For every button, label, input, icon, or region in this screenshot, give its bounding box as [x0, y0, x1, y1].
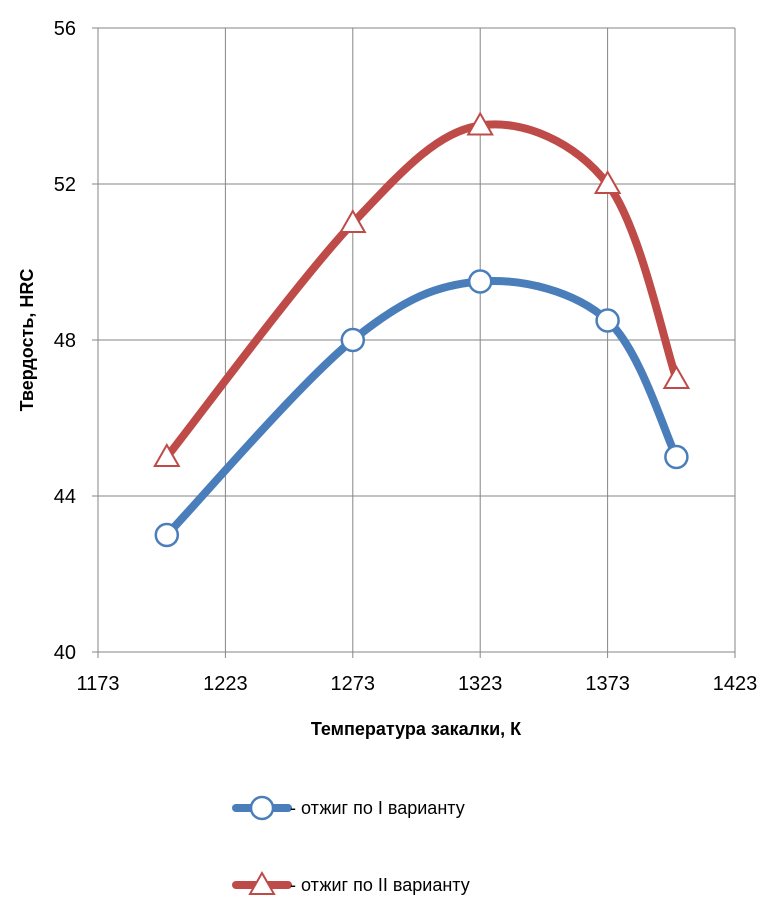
y-tick-label: 44: [54, 486, 76, 508]
series-layer: [153, 111, 691, 548]
legend-label: - отжиг по II варианту: [290, 875, 470, 895]
y-tick-label: 52: [54, 174, 76, 196]
x-axis-title: Температура закалки, К: [311, 719, 522, 739]
series-line: [162, 277, 681, 539]
data-point-triangle: [339, 208, 367, 233]
series-1: [154, 269, 689, 548]
x-tick-label: 1323: [458, 673, 503, 695]
legend-entry-2: - отжиг по II варианту: [232, 870, 470, 895]
y-tick-label: 56: [54, 18, 76, 40]
x-tick-label: 1223: [203, 673, 248, 695]
legend-entry-1: - отжиг по I варианту: [232, 795, 465, 821]
data-point-triangle: [662, 364, 691, 389]
data-point-triangle: [466, 111, 494, 136]
x-tick-label: 1173: [76, 673, 119, 695]
x-tick-label: 1373: [585, 673, 630, 695]
x-tick-label: 1273: [331, 673, 376, 695]
grid-lines: [98, 27, 736, 652]
data-point-triangle: [593, 169, 622, 194]
legend: - отжиг по I варианту - отжиг по II вариа…: [232, 795, 470, 895]
data-point-triangle: [153, 442, 181, 467]
series-2: [153, 111, 691, 467]
data-point-circle: [595, 308, 620, 333]
data-point-circle: [467, 269, 493, 294]
legend-label: - отжиг по I варианту: [290, 798, 465, 818]
data-point-triangle: [248, 870, 276, 895]
axes: [92, 27, 736, 658]
y-tick-label: 48: [54, 330, 76, 352]
series-line: [162, 120, 681, 461]
tick-labels: 1173 1223 1273 1323 1373 1423 40 44 48 52 56: [54, 18, 758, 695]
y-tick-label: 40: [54, 642, 76, 664]
data-point-circle: [154, 522, 180, 548]
y-axis-title: Твердость, HRC: [17, 269, 37, 412]
x-tick-label: 1423: [713, 673, 758, 695]
data-point-circle: [249, 795, 275, 821]
data-point-circle: [340, 327, 366, 353]
data-point-circle: [664, 444, 689, 470]
